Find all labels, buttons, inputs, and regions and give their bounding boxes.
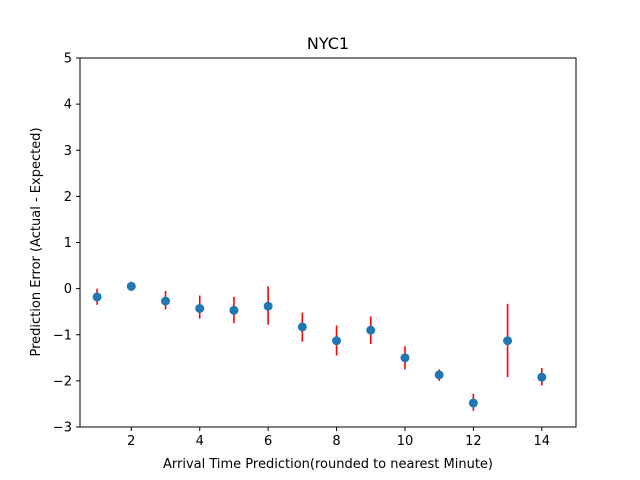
y-tick-label-4: 4 — [64, 98, 72, 113]
data-point-8 — [332, 336, 342, 346]
y-tick-label-5: 5 — [64, 52, 72, 67]
data-point-4 — [195, 303, 205, 313]
x-tick-label-10: 10 — [397, 434, 414, 449]
data-point-3 — [161, 296, 171, 306]
data-point-6 — [263, 301, 273, 311]
x-tick-label-4: 4 — [196, 434, 204, 449]
y-tick-label-0: 0 — [64, 282, 72, 297]
y-tick-label-1: 1 — [64, 236, 72, 251]
data-point-2 — [126, 281, 136, 291]
data-point-11 — [434, 370, 444, 380]
y-axis-label: Prediction Error (Actual - Expected) — [29, 127, 44, 356]
data-point-1 — [92, 292, 102, 302]
data-point-13 — [503, 336, 513, 346]
x-axis-label: Arrival Time Prediction(rounded to neare… — [163, 457, 493, 472]
data-point-7 — [297, 322, 307, 332]
x-tick-label-6: 6 — [264, 434, 272, 449]
data-point-9 — [366, 325, 376, 335]
data-point-10 — [400, 353, 410, 363]
y-tick-label-2: 2 — [64, 190, 72, 205]
y-tick-label-3: 3 — [64, 144, 72, 159]
x-tick-label-2: 2 — [127, 434, 135, 449]
x-tick-label-14: 14 — [534, 434, 551, 449]
y-tick-label--3: −3 — [53, 421, 72, 436]
y-tick-label--2: −2 — [53, 374, 72, 389]
chart-title: NYC1 — [307, 34, 349, 53]
data-point-12 — [468, 398, 478, 408]
data-point-5 — [229, 305, 239, 315]
y-tick-label--1: −1 — [53, 328, 72, 343]
x-tick-label-8: 8 — [332, 434, 340, 449]
x-tick-label-12: 12 — [465, 434, 482, 449]
data-point-14 — [537, 372, 547, 382]
